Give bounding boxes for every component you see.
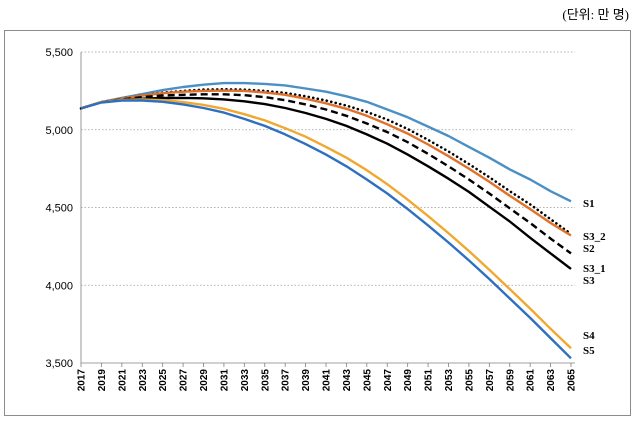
y-tick-label: 3,500 [45, 358, 73, 370]
x-tick-label: 2055 [464, 369, 475, 392]
y-tick-label: 5,000 [45, 125, 73, 137]
x-tick-label: 2023 [138, 369, 149, 392]
series-label-s3: S3 [583, 275, 595, 287]
series-label-s5: S5 [583, 345, 595, 357]
x-tick-label: 2021 [117, 369, 128, 392]
x-tick-label: 2043 [342, 369, 353, 392]
x-tick-label: 2057 [485, 369, 496, 392]
series-label-s3-2: S3_2 [583, 231, 606, 243]
x-tick-label: 2039 [301, 369, 312, 392]
x-tick-label: 2033 [240, 369, 251, 392]
x-tick-label: 2065 [567, 369, 578, 392]
x-tick-label: 2059 [505, 369, 516, 392]
series-line-s2 [80, 89, 572, 237]
x-tick-label: 2017 [77, 369, 88, 392]
x-tick-label: 2035 [260, 369, 271, 392]
x-tick-label: 2051 [424, 369, 435, 392]
y-tick-label: 5,500 [45, 47, 73, 59]
series-label-s3-1: S3_1 [583, 263, 606, 275]
series-line-s1 [80, 81, 572, 203]
x-tick-label: 2045 [362, 369, 373, 392]
unit-label: (단위: 만 명) [562, 7, 629, 22]
series-line-s3-1 [80, 93, 572, 255]
x-tick-label: 2029 [199, 369, 210, 392]
x-tick-label: 2031 [219, 369, 230, 392]
x-tick-label: 2049 [403, 369, 414, 392]
y-tick-label: 4,000 [45, 280, 73, 292]
x-tick-label: 2047 [383, 369, 394, 392]
y-tick-label: 4,500 [45, 203, 73, 215]
series-line-s5 [80, 99, 572, 360]
x-tick-label: 2063 [546, 369, 557, 392]
x-tick-label: 2061 [526, 369, 537, 392]
line-chart: 3,500 4,000 4,500 5,000 5,500 2017 2019 2021 202… [45, 47, 606, 392]
chart-frame: 3,500 4,000 4,500 5,000 5,500 2017 2019 2021 202… [4, 30, 631, 416]
x-tick-label: 2019 [97, 369, 108, 392]
x-tick-label: 2037 [281, 369, 292, 392]
series-label-s4: S4 [583, 330, 595, 342]
x-tick-label: 2027 [179, 369, 190, 392]
series-line-s4 [80, 98, 572, 350]
x-tick-label: 2041 [322, 369, 333, 392]
x-tick-label: 2053 [444, 369, 455, 392]
series-line-s3 [80, 96, 572, 270]
x-tick-label: 2025 [158, 369, 169, 392]
series-label-s1: S1 [583, 198, 595, 210]
series-label-s2: S2 [583, 243, 595, 255]
